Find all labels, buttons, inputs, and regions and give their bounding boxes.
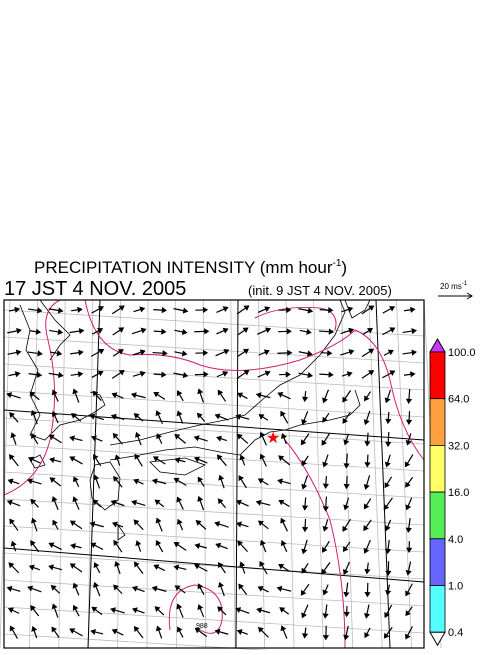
- title: PRECIPITATION INTENSITY (mm hour-1): [34, 258, 347, 277]
- colorbar-label: 0.4: [448, 627, 463, 639]
- colorbar-label: 1.0: [448, 581, 463, 593]
- map: 988 ★: [0, 300, 441, 650]
- colorbar-bin: [430, 586, 445, 633]
- colorbar-label: 16.0: [448, 487, 469, 499]
- colorbar-label: 64.0: [448, 394, 469, 406]
- colorbar-label: 100.0: [448, 347, 476, 359]
- title-text: PRECIPITATION INTENSITY (mm hour: [34, 258, 333, 277]
- colorbar-bin: [430, 445, 445, 492]
- init-time: (init. 9 JST 4 NOV. 2005): [248, 283, 392, 298]
- vector-ref-arrow: [438, 293, 472, 299]
- colorbar: 100.0 64.0 32.0 16.0 4.0 1.0 0.4: [430, 339, 476, 645]
- colorbar-bin: [430, 399, 445, 446]
- colorbar-bin: [430, 539, 445, 586]
- colorbar-label: 4.0: [448, 534, 463, 546]
- vector-ref-exponent: -1: [462, 281, 468, 287]
- colorbar-label: 32.0: [448, 440, 469, 452]
- colorbar-under: [430, 632, 445, 645]
- colorbar-bin: [430, 492, 445, 539]
- colorbar-over: [430, 339, 445, 352]
- location-star: ★: [266, 430, 280, 447]
- map-background: [4, 300, 424, 648]
- colorbar-bin: [430, 352, 445, 399]
- title-close: ): [341, 258, 347, 277]
- valid-time: 17 JST 4 NOV. 2005: [4, 278, 186, 300]
- vector-ref-text: 20 ms: [440, 282, 462, 291]
- vector-ref-label: 20 ms-1: [440, 281, 468, 291]
